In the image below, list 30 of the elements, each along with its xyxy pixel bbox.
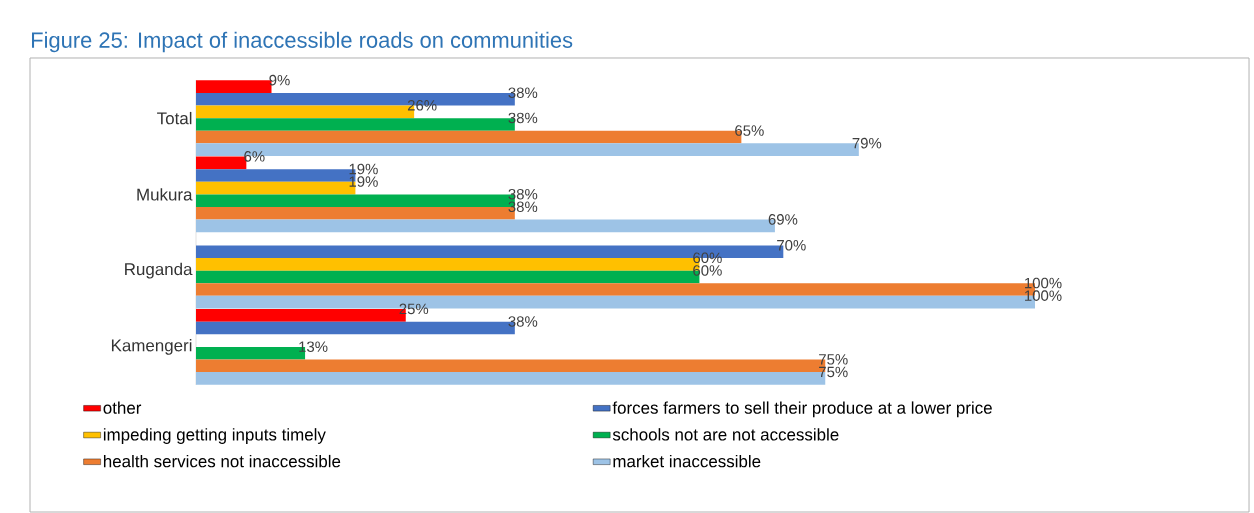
data-label: 60% [693, 252, 722, 264]
data-label: 38% [508, 188, 538, 200]
legend-label: forces farmers to sell their produce at a lower price [612, 401, 992, 418]
data-label: 13% [299, 341, 328, 352]
data-label: 69% [768, 214, 798, 225]
data-label: 79% [852, 137, 882, 149]
legend-label: other [103, 401, 142, 414]
data-label: 65% [735, 125, 764, 136]
data-label: 38% [508, 316, 538, 327]
data-label: 25% [399, 303, 429, 315]
y-tick-label: Kamengeri [111, 338, 192, 355]
data-label: 9% [269, 74, 290, 86]
data-label: 38% [508, 87, 538, 99]
legend-label: market inaccessible [613, 454, 761, 468]
data-label: 19% [349, 176, 378, 187]
data-label: 38% [508, 112, 538, 124]
legend-label: schools not are not accessible [612, 428, 839, 441]
chart-title: Figure 25: Impact of inaccessible roads on communities [32, 31, 573, 53]
y-tick-label: Ruganda [125, 262, 193, 279]
data-label: 100% [1025, 277, 1062, 289]
data-label: 100% [1025, 290, 1062, 301]
data-label: 75% [819, 354, 848, 365]
data-label: 19% [349, 163, 378, 175]
data-label: 75% [819, 366, 848, 378]
legend-label: impeding getting inputs timely [103, 428, 326, 444]
y-tick-label: Mukura [137, 188, 193, 201]
data-label: 6% [244, 151, 265, 162]
y-tick-label: Total [157, 111, 192, 125]
legend-label: health services not inaccessible [103, 454, 341, 468]
data-label: 70% [777, 239, 806, 251]
